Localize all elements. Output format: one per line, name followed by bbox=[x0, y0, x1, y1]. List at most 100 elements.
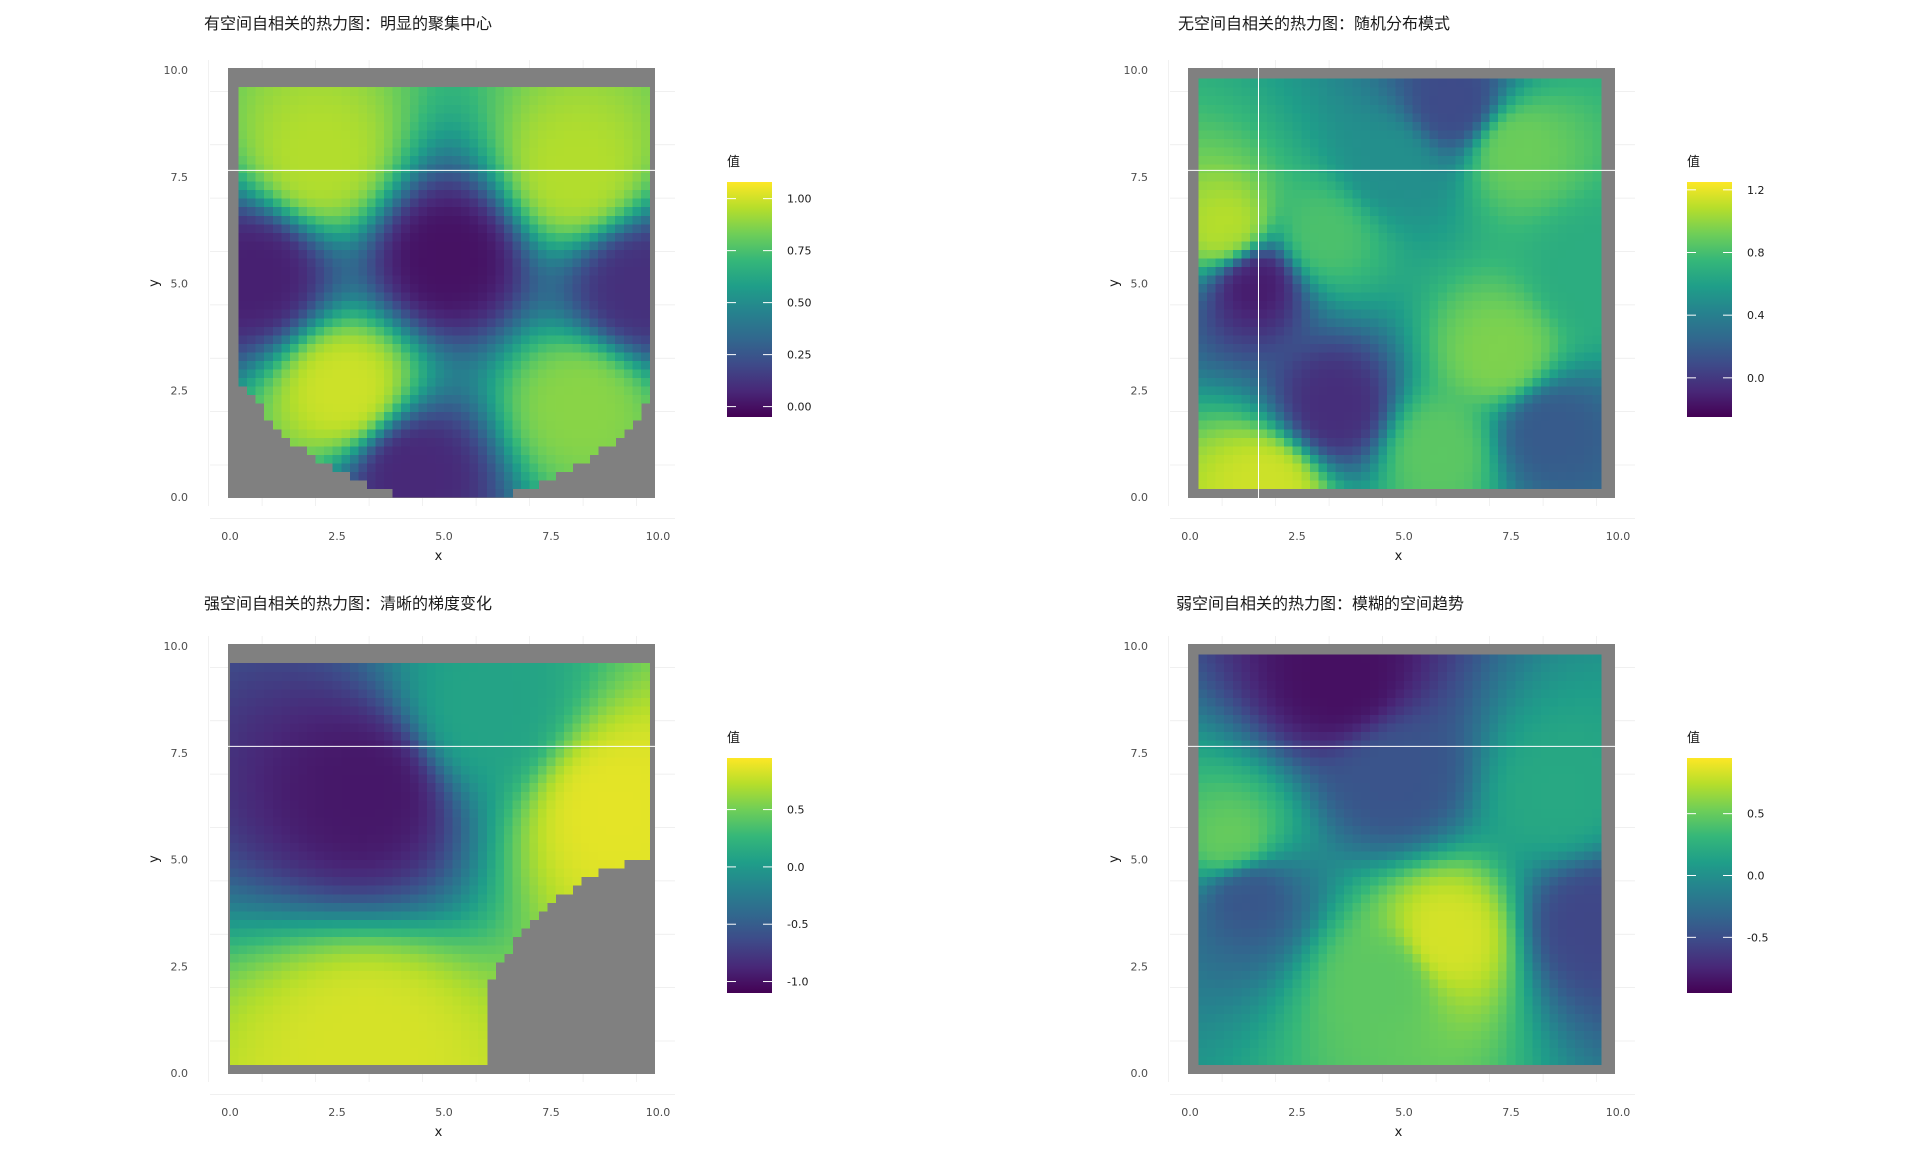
heatmap-cell bbox=[452, 462, 462, 472]
heatmap-cell bbox=[538, 292, 548, 302]
heatmap-cell bbox=[563, 163, 573, 174]
heatmap-cell bbox=[1489, 445, 1499, 455]
heatmap-cell bbox=[1352, 232, 1362, 242]
heatmap-cell bbox=[623, 163, 633, 174]
heatmap-cell bbox=[426, 411, 437, 421]
heatmap-cell bbox=[392, 104, 402, 114]
heatmap-cell bbox=[1575, 326, 1585, 336]
heatmap-cell bbox=[529, 454, 539, 464]
heatmap-cell bbox=[1446, 360, 1456, 370]
heatmap-cell bbox=[264, 206, 274, 216]
heatmap-cell bbox=[1267, 300, 1277, 310]
heatmap-cell bbox=[1309, 87, 1319, 97]
heatmap-cell bbox=[529, 351, 539, 361]
heatmap-cell bbox=[1344, 249, 1354, 259]
heatmap-cell bbox=[435, 326, 445, 336]
heatmap-cell bbox=[1292, 479, 1302, 490]
heatmap-cell bbox=[238, 163, 248, 174]
heatmap-cell bbox=[281, 927, 291, 937]
heatmap-cell bbox=[461, 163, 471, 174]
heatmap-cell bbox=[623, 206, 633, 216]
heatmap-cell bbox=[298, 757, 308, 767]
heatmap-cell bbox=[272, 403, 282, 413]
heatmap-cell bbox=[392, 266, 402, 276]
heatmap-cell bbox=[529, 172, 539, 182]
heatmap-cell bbox=[529, 121, 539, 131]
heatmap-cell bbox=[1463, 104, 1474, 114]
heatmap-cell bbox=[1515, 189, 1525, 199]
heatmap-cell bbox=[615, 343, 625, 353]
heatmap-cell bbox=[230, 748, 240, 758]
heatmap-cell bbox=[1575, 266, 1585, 276]
heatmap-cell bbox=[1352, 146, 1362, 156]
heatmap-cell bbox=[1369, 240, 1379, 250]
heatmap-cell bbox=[307, 223, 317, 233]
heatmap-cell bbox=[469, 300, 479, 310]
heatmap-cell bbox=[1284, 300, 1294, 310]
heatmap-cell bbox=[435, 274, 445, 285]
heatmap-cell bbox=[418, 95, 428, 105]
heatmap-cell bbox=[1446, 411, 1456, 421]
heatmap-cell bbox=[1472, 138, 1482, 148]
heatmap-panel-clustered: 有空间自相关的热力图：明显的聚集中心 0.0 2.5 5.0 7.5 10.0 0.0 2.… bbox=[0, 0, 960, 576]
heatmap-cell bbox=[324, 232, 334, 242]
heatmap-cell bbox=[1292, 454, 1302, 464]
heatmap-cell bbox=[1215, 129, 1225, 139]
heatmap-cell bbox=[606, 334, 616, 344]
heatmap-cell bbox=[1404, 385, 1414, 396]
heatmap-cell bbox=[640, 240, 651, 250]
heatmap-cell bbox=[1446, 189, 1456, 199]
heatmap-cell bbox=[358, 232, 368, 242]
heatmap-cell bbox=[529, 232, 539, 242]
heatmap-cell bbox=[444, 121, 454, 131]
heatmap-cell bbox=[1481, 240, 1491, 250]
heatmap-cell bbox=[392, 283, 402, 293]
heatmap-cell bbox=[349, 428, 359, 438]
heatmap-cell bbox=[1515, 249, 1525, 259]
heatmap-cell bbox=[349, 223, 359, 233]
heatmap-cell bbox=[230, 833, 240, 844]
heatmap-cell bbox=[1241, 189, 1251, 199]
heatmap-cell bbox=[1232, 317, 1242, 327]
heatmap-cell bbox=[264, 112, 274, 122]
heatmap-cell bbox=[1344, 198, 1354, 208]
heatmap-cell bbox=[1378, 274, 1388, 285]
heatmap-cell bbox=[1318, 206, 1328, 216]
heatmap-cell bbox=[1438, 266, 1448, 276]
heatmap-cell bbox=[358, 283, 368, 293]
heatmap-cell bbox=[324, 206, 334, 216]
heatmap-cell bbox=[1463, 462, 1474, 472]
heatmap-cell bbox=[1318, 223, 1328, 233]
heatmap-cell bbox=[1386, 138, 1397, 148]
heatmap-cell bbox=[1566, 206, 1576, 216]
heatmap-cell bbox=[1207, 163, 1217, 174]
heatmap-cell bbox=[247, 1004, 257, 1014]
heatmap-cell bbox=[461, 223, 471, 233]
heatmap-cell bbox=[1583, 206, 1593, 216]
heatmap-cell bbox=[1583, 385, 1593, 396]
chart-title: 强空间自相关的热力图：清晰的梯度变化 bbox=[204, 594, 493, 613]
heatmap-cell bbox=[1284, 394, 1294, 404]
heatmap-cell bbox=[401, 437, 411, 447]
heatmap-cell bbox=[1583, 420, 1593, 430]
heatmap-cell bbox=[264, 1021, 274, 1031]
heatmap-cell bbox=[281, 944, 291, 955]
heatmap-cell bbox=[1455, 129, 1465, 139]
heatmap-cell bbox=[555, 377, 565, 387]
heatmap-cell bbox=[401, 163, 411, 174]
heatmap-cell bbox=[1232, 343, 1242, 353]
heatmap-cell bbox=[444, 479, 454, 490]
heatmap-cell bbox=[1566, 87, 1576, 97]
heatmap-cell bbox=[281, 757, 291, 767]
heatmap-cell bbox=[546, 206, 556, 216]
heatmap-cell bbox=[1318, 155, 1328, 165]
heatmap-cell bbox=[255, 274, 265, 285]
heatmap-cell bbox=[281, 671, 291, 681]
heatmap-cell bbox=[1583, 309, 1593, 319]
heatmap-cell bbox=[1421, 479, 1431, 490]
heatmap-cell bbox=[1378, 445, 1388, 455]
heatmap-cell bbox=[1421, 385, 1431, 396]
heatmap-cell bbox=[512, 257, 522, 268]
heatmap-cell bbox=[418, 257, 428, 268]
heatmap-cell bbox=[426, 368, 437, 379]
